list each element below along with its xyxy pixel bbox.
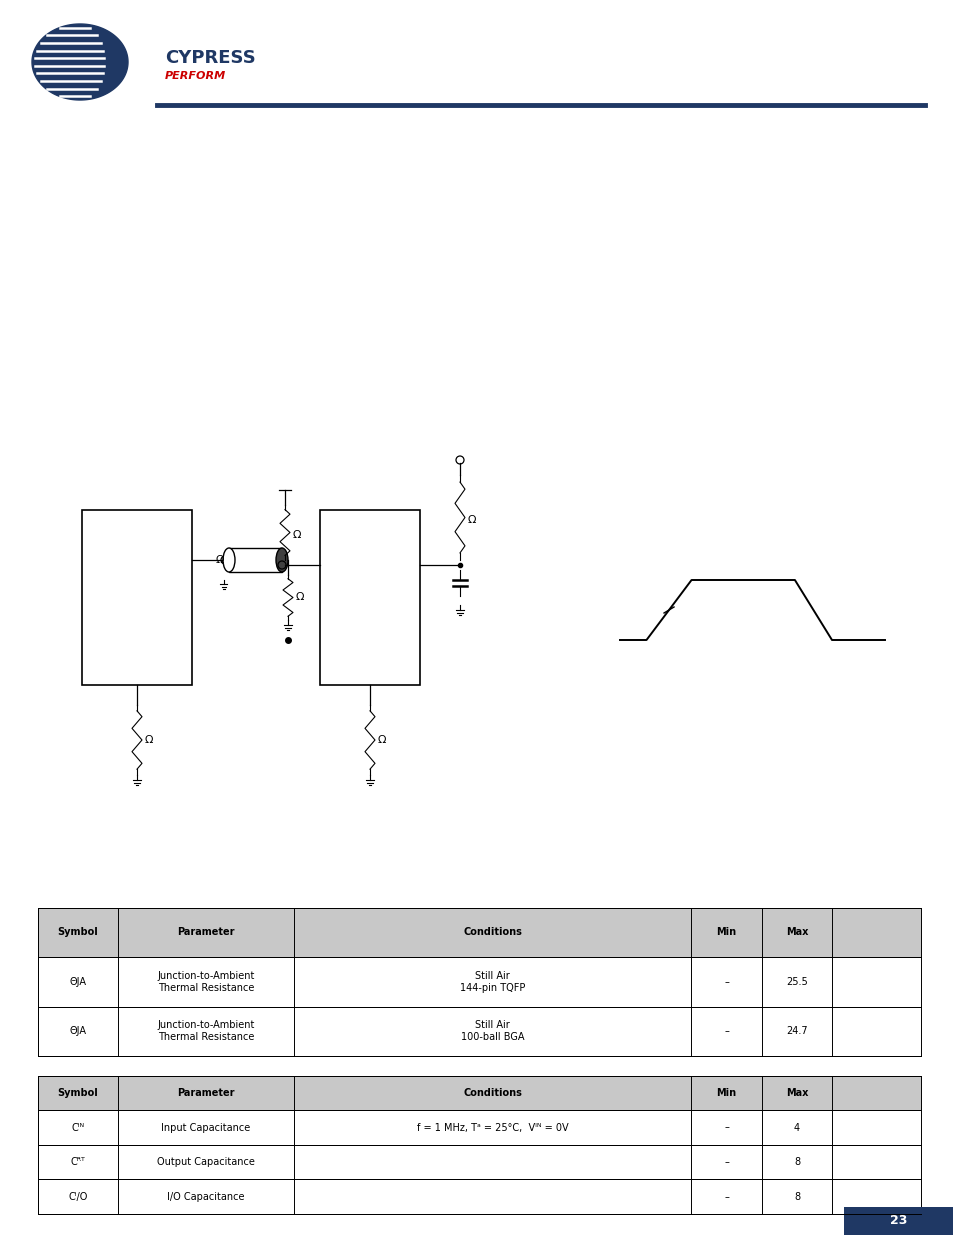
Text: 4: 4 <box>793 1123 800 1132</box>
Text: ΘJA: ΘJA <box>70 1026 87 1036</box>
Text: 8: 8 <box>793 1157 800 1167</box>
Text: –: – <box>723 977 728 987</box>
Bar <box>38 908 920 957</box>
Text: Ω: Ω <box>145 735 153 745</box>
Text: 25.5: 25.5 <box>785 977 807 987</box>
Text: 23: 23 <box>889 1214 906 1228</box>
Text: I/O Capacitance: I/O Capacitance <box>167 1192 244 1202</box>
Text: Still Air
100-ball BGA: Still Air 100-ball BGA <box>460 1020 524 1042</box>
Text: –: – <box>723 1026 728 1036</box>
Text: Conditions: Conditions <box>463 927 521 937</box>
Bar <box>319 510 419 685</box>
Text: Still Air
144-pin TQFP: Still Air 144-pin TQFP <box>459 971 525 993</box>
Text: –: – <box>723 1157 728 1167</box>
Text: Symbol: Symbol <box>57 927 98 937</box>
Text: Max: Max <box>785 1088 807 1098</box>
Ellipse shape <box>223 548 234 572</box>
Polygon shape <box>32 23 128 100</box>
Text: Cᴵᴺ: Cᴵᴺ <box>71 1123 85 1132</box>
Text: Ω: Ω <box>295 593 304 603</box>
Bar <box>229 548 282 572</box>
Text: Ω: Ω <box>377 735 386 745</box>
Text: Ω: Ω <box>293 530 301 540</box>
Bar <box>38 1179 920 1214</box>
Bar <box>82 510 192 685</box>
Text: –: – <box>723 1123 728 1132</box>
Text: ΘJA: ΘJA <box>70 977 87 987</box>
Bar <box>38 1145 920 1179</box>
Text: Min: Min <box>716 1088 736 1098</box>
Text: Conditions: Conditions <box>463 1088 521 1098</box>
Text: Max: Max <box>785 927 807 937</box>
Text: Parameter: Parameter <box>177 927 234 937</box>
Text: Cᴿᵀ: Cᴿᵀ <box>71 1157 85 1167</box>
Text: Junction-to-Ambient
Thermal Resistance: Junction-to-Ambient Thermal Resistance <box>157 1020 254 1042</box>
Text: 8: 8 <box>793 1192 800 1202</box>
Text: Input Capacitance: Input Capacitance <box>161 1123 251 1132</box>
Text: Ω: Ω <box>215 555 224 564</box>
Text: Min: Min <box>716 927 736 937</box>
Text: PERFORM: PERFORM <box>165 70 226 82</box>
Text: Ω: Ω <box>468 515 476 525</box>
Text: 24.7: 24.7 <box>785 1026 807 1036</box>
Text: Cᴵ/O: Cᴵ/O <box>68 1192 88 1202</box>
Bar <box>38 957 920 1007</box>
Text: Output Capacitance: Output Capacitance <box>156 1157 254 1167</box>
Bar <box>843 1207 953 1235</box>
Ellipse shape <box>275 548 288 572</box>
Bar <box>38 1076 920 1110</box>
Text: –: – <box>723 1192 728 1202</box>
Text: Junction-to-Ambient
Thermal Resistance: Junction-to-Ambient Thermal Resistance <box>157 971 254 993</box>
Text: f = 1 MHz, Tᵃ = 25°C,  Vᴵᴺ = 0V: f = 1 MHz, Tᵃ = 25°C, Vᴵᴺ = 0V <box>416 1123 568 1132</box>
Text: Symbol: Symbol <box>57 1088 98 1098</box>
Bar <box>38 1007 920 1056</box>
Bar <box>38 1110 920 1145</box>
Text: CYPRESS: CYPRESS <box>165 49 255 67</box>
Text: Parameter: Parameter <box>177 1088 234 1098</box>
